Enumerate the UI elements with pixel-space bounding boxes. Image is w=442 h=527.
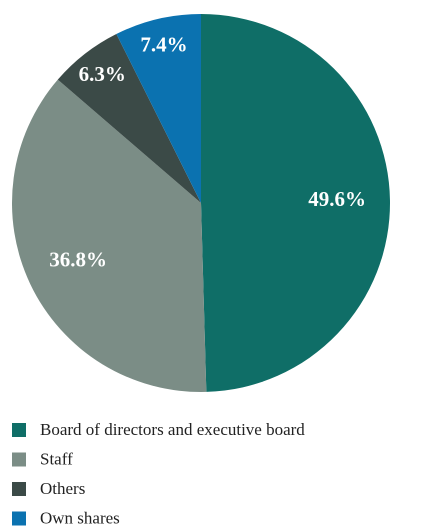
pie-slice [116, 13, 201, 203]
legend-swatch [12, 452, 26, 467]
data-label: 49.6% [308, 187, 366, 211]
data-label: 6.3% [79, 62, 126, 86]
pie-slice [11, 79, 207, 393]
pie-slice [201, 14, 391, 392]
legend-label: Staff [40, 449, 73, 468]
data-label: 36.8% [49, 247, 107, 271]
legend-swatch [12, 511, 26, 526]
legend-label: Board of directors and executive board [40, 420, 305, 439]
legend-label: Others [40, 479, 85, 498]
legend-swatch [12, 423, 26, 437]
data-label: 7.4% [140, 32, 187, 56]
legend-swatch [12, 482, 26, 496]
pie-slice [57, 34, 202, 203]
legend-label: Own shares [40, 508, 120, 527]
